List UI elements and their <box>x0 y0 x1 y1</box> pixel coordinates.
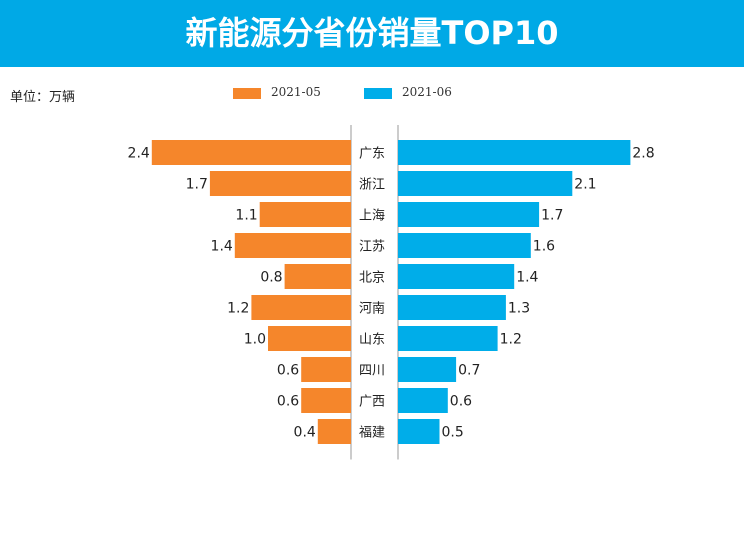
data-label-2021-06: 2.1 <box>574 177 596 193</box>
category-label: 福建 <box>359 426 385 441</box>
category-label: 上海 <box>359 209 385 224</box>
data-label-2021-06: 1.2 <box>500 332 522 348</box>
category-label: 山东 <box>359 333 385 348</box>
legend-swatch-series-a <box>233 88 261 99</box>
title-banner <box>0 0 744 67</box>
data-label-2021-06: 0.5 <box>442 425 464 441</box>
bar-2021-06 <box>398 388 448 413</box>
data-label-2021-06: 0.7 <box>458 363 480 379</box>
data-label-2021-06: 1.6 <box>533 239 555 255</box>
data-label-2021-05: 0.6 <box>277 363 299 379</box>
data-label-2021-06: 1.4 <box>516 270 538 286</box>
category-label: 河南 <box>359 301 385 317</box>
data-label-2021-05: 0.6 <box>277 394 299 410</box>
legend-label-series-b: 2021-06 <box>402 85 452 99</box>
category-label: 四川 <box>359 364 385 379</box>
chart-title: 新能源分省份销量TOP10 <box>185 14 559 52</box>
data-label-2021-05: 1.0 <box>244 332 266 348</box>
bar-2021-06 <box>398 233 531 258</box>
data-label-2021-05: 0.8 <box>260 270 282 286</box>
bar-2021-05 <box>209 171 351 196</box>
bar-2021-06 <box>398 295 506 320</box>
bar-2021-05 <box>259 202 351 227</box>
bar-2021-06 <box>398 202 540 227</box>
category-label: 江苏 <box>359 239 385 255</box>
data-label-2021-05: 1.1 <box>235 208 257 224</box>
legend-swatch-series-b <box>364 88 392 99</box>
bar-2021-06 <box>398 326 498 351</box>
data-label-2021-05: 1.2 <box>227 301 249 317</box>
bar-2021-06 <box>398 140 631 165</box>
data-label-2021-05: 1.4 <box>211 239 233 255</box>
bar-2021-05 <box>301 388 351 413</box>
data-label-2021-06: 2.8 <box>632 146 654 162</box>
data-label-2021-05: 2.4 <box>128 146 150 162</box>
bar-2021-05 <box>301 357 351 382</box>
category-label: 广东 <box>359 147 385 162</box>
data-label-2021-05: 1.7 <box>186 177 208 193</box>
bar-2021-05 <box>151 140 351 165</box>
unit-label: 单位：万辆 <box>10 90 76 105</box>
legend-label-series-a: 2021-05 <box>271 85 321 99</box>
data-label-2021-06: 1.3 <box>508 301 530 317</box>
data-label-2021-06: 0.6 <box>450 394 472 410</box>
category-label: 北京 <box>359 271 385 286</box>
bar-2021-05 <box>234 233 351 258</box>
bar-2021-05 <box>284 264 351 289</box>
bar-2021-05 <box>317 419 351 444</box>
bar-2021-06 <box>398 357 457 382</box>
data-label-2021-06: 1.7 <box>541 208 563 224</box>
data-label-2021-05: 0.4 <box>294 425 316 441</box>
bar-2021-05 <box>268 326 351 351</box>
bar-2021-06 <box>398 419 440 444</box>
bar-2021-06 <box>398 264 515 289</box>
category-label: 广西 <box>359 395 385 410</box>
category-label: 浙江 <box>359 178 385 193</box>
bar-2021-06 <box>398 171 573 196</box>
bar-2021-05 <box>251 295 351 320</box>
